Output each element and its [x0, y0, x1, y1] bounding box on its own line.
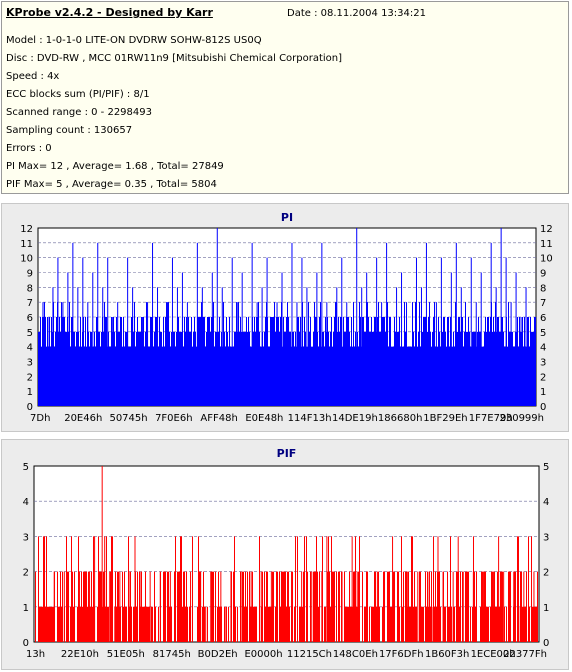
x-tick-label: 1F7E79h [469, 413, 513, 424]
info-disc: Disc : DVD-RW , MCC 01RW11n9 [Mitsubishi… [6, 53, 343, 64]
x-tick-label: B0D2Eh [198, 649, 238, 660]
x-tick-label: 230999h [499, 413, 544, 424]
y-tick-label-left: 5 [23, 462, 29, 473]
x-tick-label: 14DE19h [332, 413, 378, 424]
y-tick-label-right: 3 [540, 358, 546, 369]
x-tick-label: 1B60F3h [425, 649, 469, 660]
y-tick-label-left: 5 [27, 328, 33, 339]
info-errors: Errors : 0 [6, 143, 52, 154]
x-tick-label: 17F6DFh [379, 649, 424, 660]
info-ecc-blocks: ECC blocks sum (PI/PIF) : 8/1 [6, 89, 150, 100]
y-tick-label-left: 3 [27, 358, 33, 369]
y-tick-label-right: 4 [543, 497, 549, 508]
x-tick-label: E0E48h [245, 413, 283, 424]
y-tick-label-left: 1 [27, 387, 33, 398]
y-tick-label-right: 8 [540, 283, 546, 294]
y-tick-label-left: 4 [27, 343, 33, 354]
y-tick-label-right: 4 [540, 343, 546, 354]
info-panel: KProbe v2.4.2 - Designed by Karr Date : … [1, 1, 569, 194]
x-tick-label: 51E05h [107, 649, 145, 660]
info-pif-stats: PIF Max= 5 , Average= 0.35 , Total= 5804 [6, 179, 217, 190]
x-tick-label: 22E10h [61, 649, 99, 660]
x-tick-label: E0000h [244, 649, 282, 660]
y-tick-label-right: 11 [540, 239, 553, 250]
x-tick-label: 13h [26, 649, 45, 660]
info-sampling-count: Sampling count : 130657 [6, 125, 133, 136]
y-tick-label-left: 0 [23, 638, 29, 649]
pi-chart-panel: PI 0 0 1 1 2 2 3 3 4 4 5 5 6 6 7 7 8 8 9 9 10 10 11 11 12 12 7Dh 20E… [1, 203, 569, 432]
y-tick-label-left: 3 [23, 532, 29, 543]
pif-bars [35, 536, 538, 642]
pif-chart-title: PIF [277, 447, 297, 460]
x-tick-label: 1ECE00h [471, 649, 516, 660]
x-tick-label: 81745h [153, 649, 191, 660]
y-tick-label-right: 7 [540, 298, 546, 309]
y-tick-label-right: 9 [540, 269, 546, 280]
info-scanned-range: Scanned range : 0 - 2298493 [6, 107, 152, 118]
y-tick-label-right: 1 [540, 387, 546, 398]
y-tick-label-right: 2 [543, 568, 549, 579]
y-tick-label-right: 0 [540, 402, 546, 413]
y-tick-label-right: 6 [540, 313, 546, 324]
pif-chart-panel: PIF 0 0 1 1 2 2 3 3 4 4 5 5 13h 22E10h 51E05h 81745h B0D2… [1, 439, 569, 670]
x-tick-label: AFF48h [200, 413, 237, 424]
x-tick-label: 1BF29Eh [423, 413, 467, 424]
y-tick-label-left: 8 [27, 283, 33, 294]
y-tick-label-right: 0 [543, 638, 549, 649]
y-tick-label-right: 1 [543, 603, 549, 614]
info-model: Model : 1-0-1-0 LITE-ON DVDRW SOHW-812S … [6, 35, 262, 46]
y-tick-label-right: 5 [540, 328, 546, 339]
x-tick-label: 7Dh [30, 413, 50, 424]
y-tick-label-left: 1 [23, 603, 29, 614]
y-tick-label-left: 12 [20, 224, 33, 235]
pi-chart-title: PI [281, 211, 293, 224]
info-pi-stats: PI Max= 12 , Average= 1.68 , Total= 2784… [6, 161, 224, 172]
x-tick-label: 22377Fh [503, 649, 547, 660]
x-tick-label: 186680h [378, 413, 423, 424]
x-tick-label: 11215Ch [287, 649, 332, 660]
y-tick-label-left: 11 [20, 239, 33, 250]
pi-bars [38, 302, 536, 406]
y-tick-label-left: 2 [23, 568, 29, 579]
y-tick-label-right: 10 [540, 254, 553, 265]
x-tick-label: 50745h [109, 413, 147, 424]
y-tick-label-right: 2 [540, 372, 546, 383]
y-tick-label-right: 5 [543, 462, 549, 473]
x-tick-label: 148C0Eh [333, 649, 378, 660]
x-tick-label: 7F0E6h [155, 413, 193, 424]
y-tick-label-right: 12 [540, 224, 553, 235]
x-tick-label: 114F13h [288, 413, 332, 424]
y-tick-label-left: 4 [23, 497, 29, 508]
app-title: KProbe v2.4.2 - Designed by Karr [6, 6, 213, 19]
y-tick-label-left: 2 [27, 372, 33, 383]
y-tick-label-left: 0 [27, 402, 33, 413]
x-tick-label: 20E46h [64, 413, 102, 424]
y-tick-label-left: 9 [27, 269, 33, 280]
scan-date: Date : 08.11.2004 13:34:21 [287, 8, 426, 19]
y-tick-label-left: 10 [20, 254, 33, 265]
y-tick-label-left: 6 [27, 313, 33, 324]
y-tick-label-right: 3 [543, 532, 549, 543]
info-speed: Speed : 4x [6, 71, 60, 82]
y-tick-label-left: 7 [27, 298, 33, 309]
pif-chart: PIF 0 0 1 1 2 2 3 3 4 4 5 5 13h 22E10h 51E05h 81745h B0D2… [23, 447, 550, 660]
